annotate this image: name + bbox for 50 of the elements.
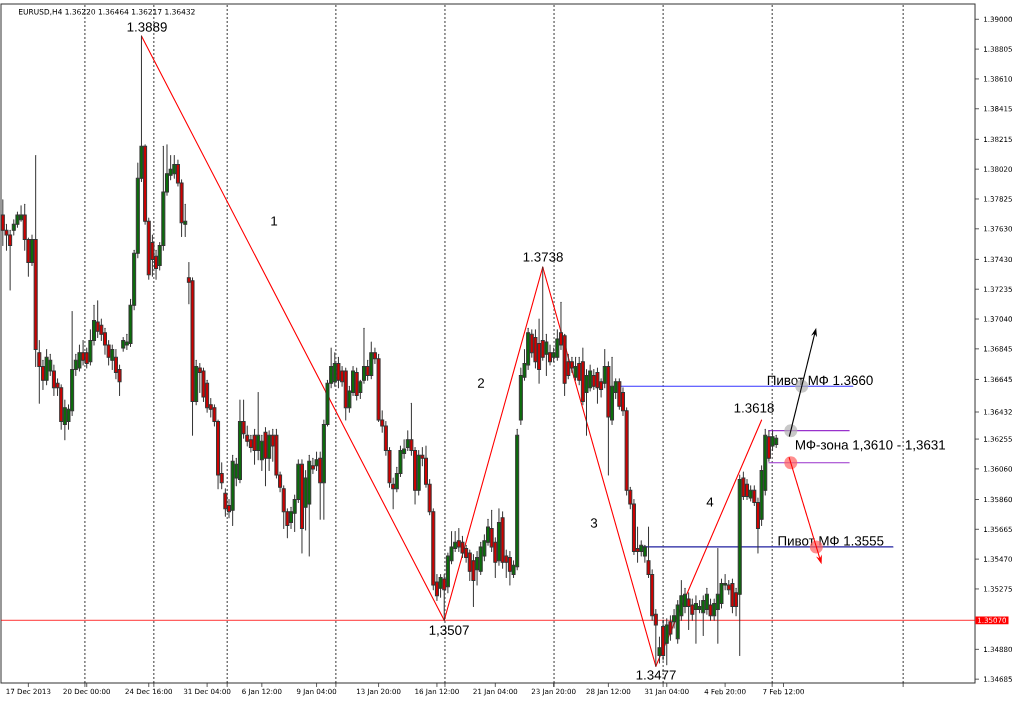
candlestick [15,211,20,228]
candlestick [237,399,242,484]
candlestick [537,318,542,384]
candlestick [704,587,709,615]
candlestick [190,277,195,436]
candlestick [664,618,669,666]
annotation: 1.3889 [127,22,167,32]
annotation: 2 [477,378,485,388]
annotation: 1.3618 [734,403,774,413]
annotation: 3 [590,518,598,528]
candlestick [595,367,600,404]
series-label: МФ-зона 1,3610 - 1,3631 [795,440,946,452]
candlestick [661,619,666,661]
candlestick [475,550,480,586]
annotation: 1,3507 [429,625,469,637]
candlestick [263,427,268,487]
candlestick [573,356,578,381]
candlestick [95,300,100,338]
annotation: 1.3738 [523,252,563,262]
annotation: 1.3477 [636,670,676,680]
candlestick [121,336,126,352]
annotation: 4 [706,497,714,507]
candlestick [33,154,38,367]
candlestick [471,554,476,608]
candlestick [697,599,702,614]
candlestick [81,339,86,366]
candlestick [369,341,374,380]
candlestick [515,428,520,571]
candlestick [708,598,713,621]
candlestick [686,592,691,630]
candlestick [77,344,82,372]
candlestick [500,511,505,569]
candlestick [267,430,272,471]
candlestick [102,327,107,355]
candlestick [569,356,574,374]
candlestick [252,428,257,465]
candlestick [223,488,228,517]
candlestick [507,550,512,586]
candlestick [774,434,779,448]
candlestick [701,595,706,637]
candlestick [113,349,118,380]
candlestick [745,479,750,500]
candlestick [245,425,250,447]
candlestick [668,615,673,641]
candlestick [256,391,261,461]
candlestick [588,364,593,392]
candlestick [617,378,622,410]
candlestick [110,344,115,370]
annotation: 1 [271,216,278,226]
candlestick [737,474,742,656]
